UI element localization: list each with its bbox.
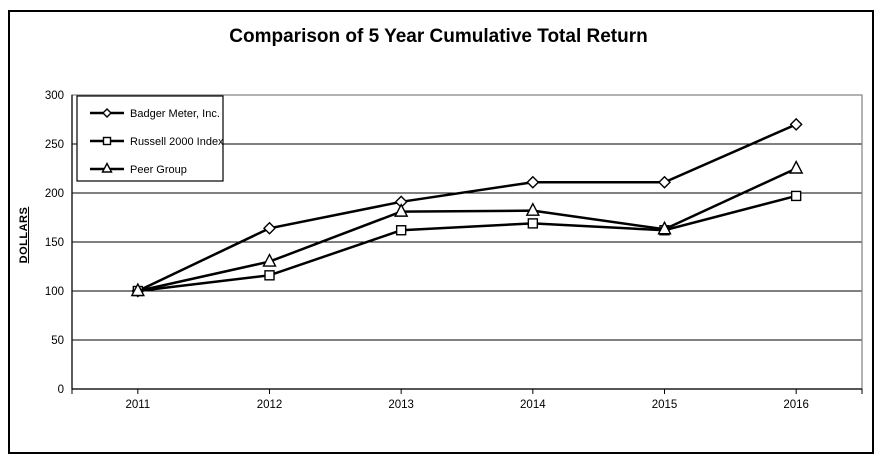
data-point-triangle-2016 [789, 159, 804, 174]
legend-label-badger-meter: Badger Meter, Inc. [130, 108, 220, 120]
legend-marker-diamond [102, 108, 112, 118]
data-point-square-2013 [395, 225, 407, 236]
y-tick-label-250: 250 [45, 139, 64, 151]
x-tick-label-2016: 2016 [783, 399, 809, 411]
legend-box [76, 95, 224, 182]
x-tick-label-2015: 2015 [652, 399, 678, 411]
data-point-diamond-2016 [789, 117, 803, 131]
legend-marker-square [102, 136, 112, 146]
data-point-triangle-2015 [657, 220, 672, 235]
x-tick-label-2012: 2012 [257, 399, 283, 411]
data-point-diamond-2012 [263, 221, 276, 235]
series-line-diamond [137, 123, 797, 293]
chart-title: Comparison of 5 Year Cumulative Total Re… [229, 26, 648, 47]
figure-border [8, 10, 874, 454]
legend-label-peer-group: Peer Group [130, 164, 187, 176]
x-tick-label-2013: 2013 [388, 399, 414, 411]
data-point-triangle-2014 [525, 202, 540, 216]
legend-marker-triangle [101, 162, 113, 173]
y-tick-label-50: 50 [51, 335, 64, 347]
data-point-diamond-2015 [658, 175, 671, 189]
data-point-square-2016 [790, 190, 802, 202]
y-tick-label-100: 100 [45, 286, 64, 298]
y-tick-label-0: 0 [58, 384, 64, 396]
data-point-square-2014 [527, 218, 539, 229]
data-point-diamond-2014 [526, 175, 540, 189]
data-point-square-2012 [264, 270, 275, 281]
y-tick-label-150: 150 [45, 237, 64, 249]
y-tick-label-200: 200 [45, 188, 64, 200]
x-tick-label-2014: 2014 [520, 399, 546, 411]
series-line-triangle [137, 167, 797, 293]
data-point-triangle-2013 [394, 203, 409, 217]
data-point-triangle-2011 [130, 282, 145, 297]
legend-label-russell-2000: Russell 2000 Index [130, 136, 224, 148]
series-line-square [137, 194, 797, 293]
y-axis-label: DOLLARS [18, 206, 30, 264]
x-tick-label-2011: 2011 [125, 399, 150, 411]
data-point-triangle-2012 [262, 253, 277, 267]
y-tick-label-300: 300 [45, 90, 64, 102]
